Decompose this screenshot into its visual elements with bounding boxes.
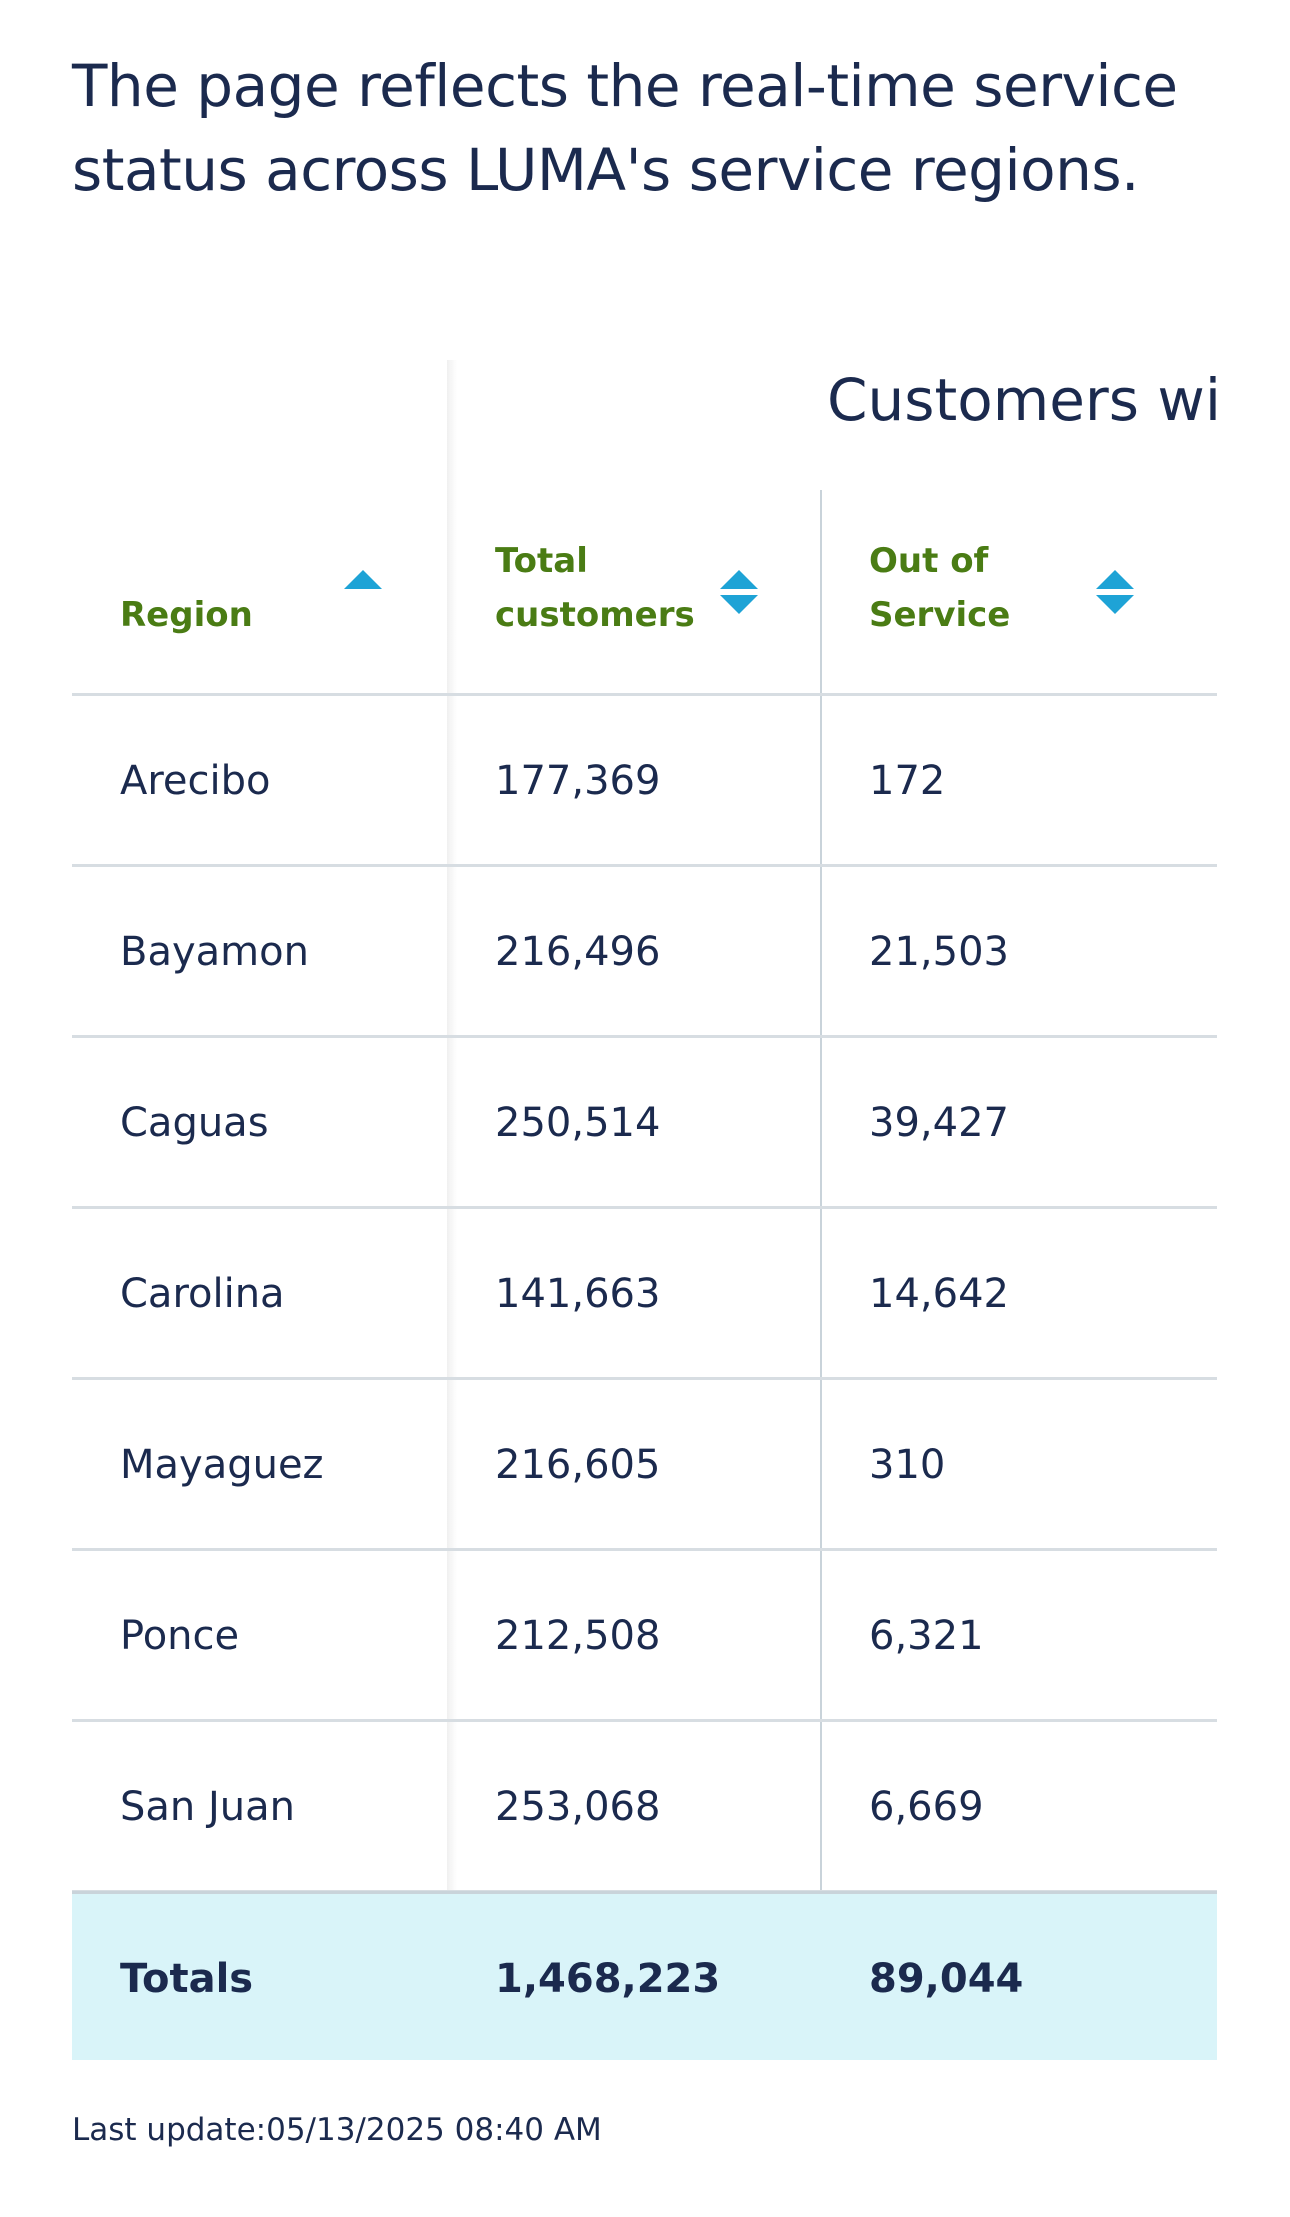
out-of-service-header-line1: Out of xyxy=(869,541,989,581)
totals-label: Totals xyxy=(120,1956,254,2002)
sort-both-icon[interactable] xyxy=(720,570,758,616)
totals-out-of-service: 89,044 xyxy=(869,1956,1024,2002)
total-customers-cell: 216,605 xyxy=(495,1442,661,1488)
sort-up-arrow xyxy=(344,570,382,589)
column-divider xyxy=(820,490,822,2060)
table-row: Arecibo 177,369 172 xyxy=(72,696,1217,867)
total-customers-cell: 253,068 xyxy=(495,1784,661,1830)
region-cell: Arecibo xyxy=(120,758,271,804)
total-customers-header-line2: customers xyxy=(495,595,695,635)
sticky-column-shadow xyxy=(447,360,457,2060)
out-of-service-cell: 21,503 xyxy=(869,929,1009,975)
sort-down-arrow xyxy=(1096,595,1134,614)
total-customers-header[interactable]: Total customers xyxy=(495,534,695,642)
out-of-service-cell: 6,669 xyxy=(869,1784,984,1830)
region-header[interactable]: Region xyxy=(120,595,253,635)
table-row: San Juan 253,068 6,669 xyxy=(72,1722,1217,1893)
region-cell: Bayamon xyxy=(120,929,309,975)
region-cell: Carolina xyxy=(120,1271,285,1317)
table-header-row: Region Total customers Out of Service xyxy=(72,490,1217,696)
out-of-service-cell: 39,427 xyxy=(869,1100,1009,1146)
out-of-service-cell: 6,321 xyxy=(869,1613,984,1659)
total-customers-cell: 216,496 xyxy=(495,929,661,975)
region-cell: San Juan xyxy=(120,1784,295,1830)
table-row: Carolina 141,663 14,642 xyxy=(72,1209,1217,1380)
out-of-service-cell: 172 xyxy=(869,758,946,804)
sort-both-icon[interactable] xyxy=(1096,570,1134,616)
last-update-text: Last update:05/13/2025 08:40 AM xyxy=(72,2112,602,2148)
total-customers-header-line1: Total xyxy=(495,541,588,581)
totals-total-customers: 1,468,223 xyxy=(495,1956,721,2002)
totals-row: Totals 1,468,223 89,044 xyxy=(72,1891,1217,2060)
out-of-service-header[interactable]: Out of Service xyxy=(869,534,1010,642)
table-row: Ponce 212,508 6,321 xyxy=(72,1551,1217,1722)
total-customers-cell: 177,369 xyxy=(495,758,661,804)
out-of-service-header-line2: Service xyxy=(869,595,1011,635)
column-group-title: Customers wit xyxy=(827,366,1217,434)
total-customers-cell: 212,508 xyxy=(495,1613,661,1659)
out-of-service-cell: 310 xyxy=(869,1442,946,1488)
sort-up-arrow xyxy=(1096,570,1134,589)
region-cell: Mayaguez xyxy=(120,1442,324,1488)
sort-up-arrow xyxy=(720,570,758,589)
total-customers-cell: 250,514 xyxy=(495,1100,661,1146)
table-row: Caguas 250,514 39,427 xyxy=(72,1038,1217,1209)
sort-ascending-icon[interactable] xyxy=(344,570,382,616)
outage-table[interactable]: Customers wit Region Total customers Out… xyxy=(72,360,1217,2060)
total-customers-cell: 141,663 xyxy=(495,1271,661,1317)
sort-down-arrow xyxy=(720,595,758,614)
table-row: Bayamon 216,496 21,503 xyxy=(72,867,1217,1038)
region-cell: Ponce xyxy=(120,1613,240,1659)
intro-text: The page reflects the real-time service … xyxy=(72,52,1178,204)
region-cell: Caguas xyxy=(120,1100,269,1146)
out-of-service-cell: 14,642 xyxy=(869,1271,1009,1317)
table-row: Mayaguez 216,605 310 xyxy=(72,1380,1217,1551)
